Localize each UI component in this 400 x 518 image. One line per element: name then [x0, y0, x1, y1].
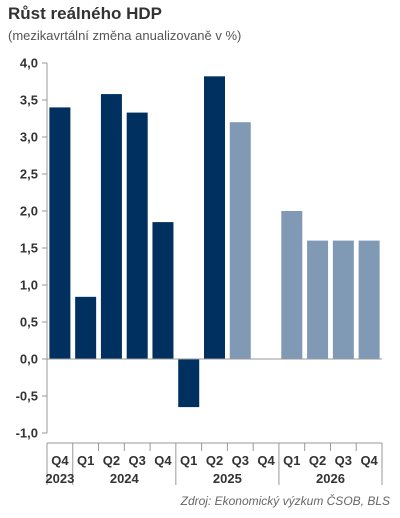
y-tick-label: -0,5	[16, 389, 38, 404]
x-category-label: Q1	[180, 453, 197, 468]
bar-actual	[75, 296, 97, 359]
chart-title: Růst reálného HDP	[8, 4, 162, 23]
y-tick-label: 2,5	[20, 167, 38, 182]
y-tick-label: 2,0	[20, 204, 38, 219]
bar-forecast	[281, 211, 303, 359]
y-tick-label: 4,0	[20, 56, 38, 71]
bar-forecast	[307, 240, 329, 359]
x-year-label: 2023	[45, 471, 74, 486]
x-category-label: Q4	[154, 453, 172, 468]
bar-forecast	[358, 240, 380, 359]
y-tick-label: 3,5	[20, 93, 38, 108]
x-category-label: Q4	[360, 453, 378, 468]
bar-forecast	[332, 240, 354, 359]
x-category-label: Q2	[206, 453, 223, 468]
x-category-label: Q2	[103, 453, 120, 468]
x-category-label: Q3	[335, 453, 352, 468]
y-tick-label: 1,5	[20, 241, 38, 256]
x-category-label: Q3	[129, 453, 146, 468]
chart-source: Zdroj: Ekonomický výzkum ČSOB, BLS	[180, 494, 390, 508]
y-tick-label: 0,0	[20, 352, 38, 367]
bar-actual	[178, 359, 200, 408]
bar-forecast	[229, 122, 251, 359]
bar-actual	[152, 222, 174, 359]
y-tick-label: 3,0	[20, 130, 38, 145]
x-category-label: Q3	[232, 453, 249, 468]
bar-actual	[204, 76, 225, 359]
bar-actual	[100, 94, 122, 359]
x-year-label: 2025	[213, 471, 242, 486]
y-tick-label: -1,0	[16, 426, 38, 441]
bar-actual	[49, 107, 71, 360]
x-year-label: 2026	[316, 471, 345, 486]
x-year-label: 2024	[110, 471, 140, 486]
x-category-label: Q4	[51, 453, 69, 468]
chart-subtitle: (mezikavrtální změna anualizovaně v %)	[8, 28, 242, 43]
bar-actual	[126, 112, 148, 359]
y-tick-label: 1,0	[20, 278, 38, 293]
x-category-label: Q1	[77, 453, 94, 468]
x-category-label: Q1	[283, 453, 300, 468]
x-category-label: Q2	[309, 453, 326, 468]
x-category-label: Q4	[257, 453, 275, 468]
y-tick-label: 0,5	[20, 315, 38, 330]
